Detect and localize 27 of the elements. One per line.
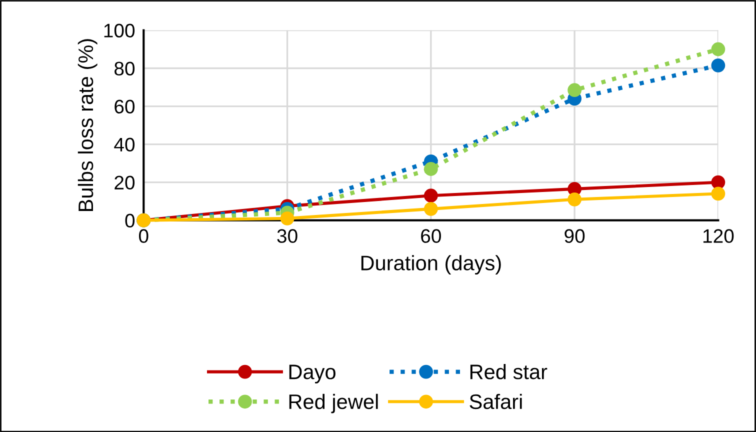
x-tick-label: 90 (564, 229, 585, 243)
y-tick-label: 100 (104, 24, 135, 38)
point (424, 162, 438, 176)
x-tick-label: 60 (421, 229, 441, 243)
y-axis-title: Bulbs loss rate (%) (78, 39, 98, 211)
legend-label: Red jewel (289, 394, 378, 414)
y-tick-label: 40 (114, 138, 135, 152)
point (711, 42, 726, 56)
y-tick-label: 0 (125, 214, 135, 228)
point (711, 175, 726, 190)
point (424, 188, 438, 203)
legend-label: Red star (470, 364, 548, 380)
y-tick-label: 80 (114, 62, 135, 76)
point (711, 186, 726, 201)
legend-label: Safari (470, 394, 522, 410)
y-tick-label: 20 (114, 176, 135, 190)
x-tick-label: 0 (138, 229, 148, 243)
x-tick-label: 30 (277, 229, 298, 243)
point (280, 211, 294, 226)
x-tick-label: 120 (703, 229, 734, 243)
legend-label: Dayo (289, 364, 336, 384)
point (711, 58, 726, 72)
y-tick-label: 60 (114, 100, 135, 114)
x-axis-title: Duration (days) (361, 255, 501, 275)
point (568, 83, 582, 98)
point (568, 192, 582, 206)
point (424, 202, 438, 216)
